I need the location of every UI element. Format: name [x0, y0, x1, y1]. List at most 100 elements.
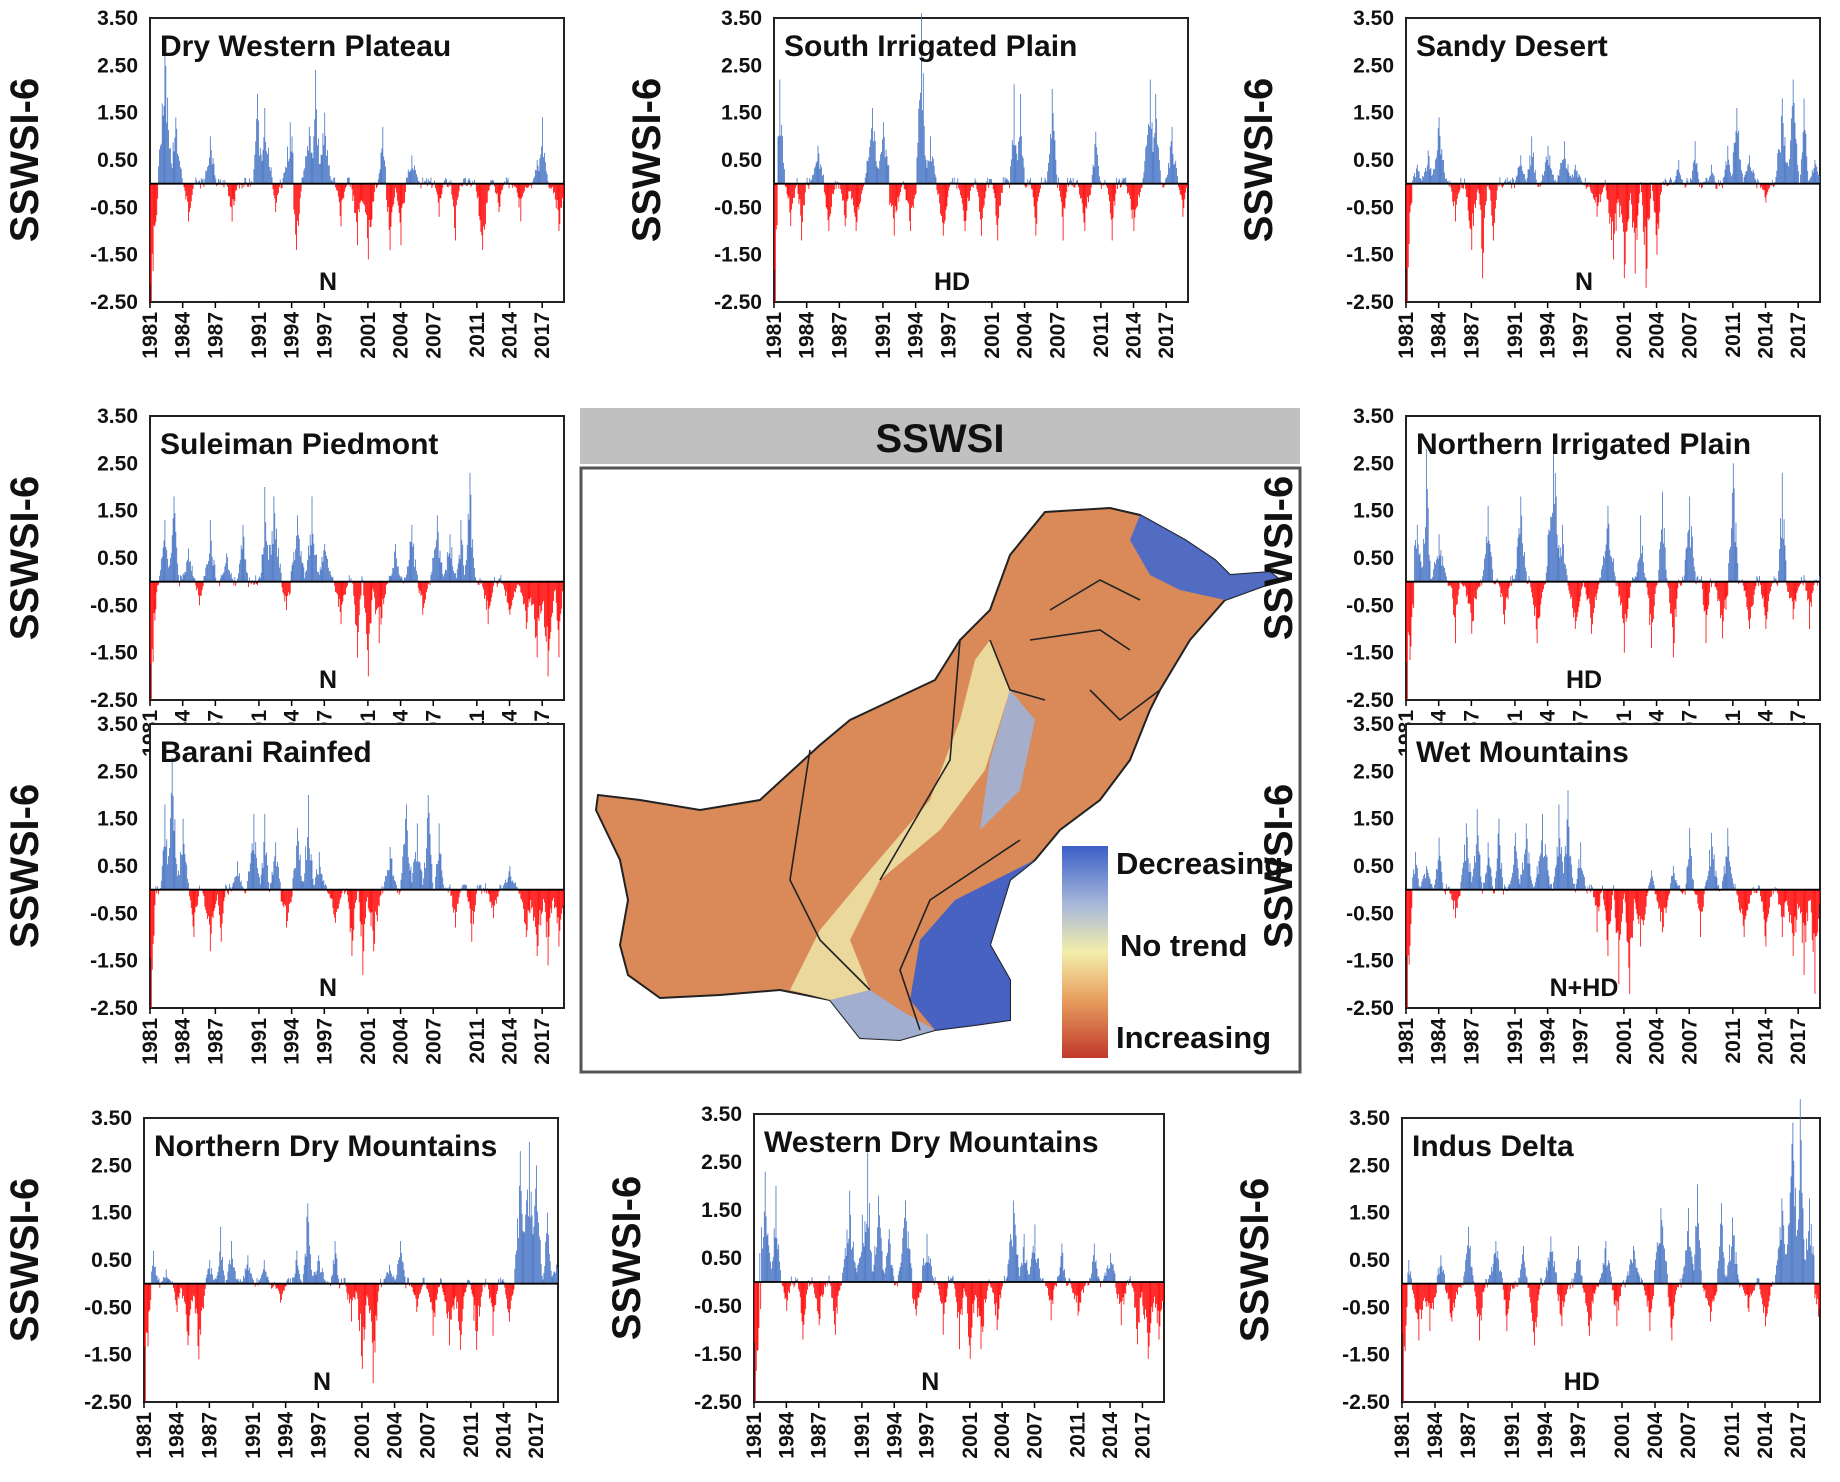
bar: [455, 889, 457, 913]
bar: [1052, 113, 1054, 184]
bar: [1522, 543, 1524, 582]
bar: [560, 183, 562, 208]
bar: [843, 183, 844, 201]
bar: [242, 524, 244, 582]
bar: [1046, 1282, 1048, 1286]
bar: [449, 1283, 451, 1320]
bar: [541, 146, 543, 184]
bar: [413, 170, 415, 184]
bar: [862, 183, 863, 191]
bar: [914, 1282, 915, 1300]
y-tick-label: 3.50: [91, 1107, 132, 1130]
bar: [1666, 183, 1668, 187]
bar: [1610, 555, 1612, 582]
bar: [802, 183, 803, 223]
bar: [1626, 889, 1628, 942]
bar: [1652, 581, 1654, 620]
bar: [1464, 844, 1465, 890]
bar: [1442, 159, 1444, 184]
y-tick-label: -1.50: [1346, 244, 1394, 267]
bar: [335, 889, 337, 923]
bar: [944, 1282, 946, 1303]
bar: [531, 183, 533, 189]
bar: [933, 1282, 935, 1285]
bar: [270, 554, 272, 582]
bar: [1434, 169, 1435, 184]
bar: [1133, 1282, 1135, 1292]
bar: [1756, 576, 1758, 582]
bar: [1439, 135, 1441, 184]
bar: [1650, 878, 1652, 890]
bar: [328, 889, 330, 894]
bar: [1670, 581, 1671, 614]
bar: [1617, 183, 1619, 200]
bar: [861, 1214, 863, 1282]
bar: [395, 183, 396, 189]
bar: [423, 581, 425, 608]
bar: [1410, 889, 1412, 925]
bar: [1126, 183, 1128, 187]
bar: [1094, 144, 1096, 184]
bar: [1473, 1281, 1475, 1284]
bar: [1578, 581, 1580, 607]
bar: [501, 1279, 503, 1284]
bar: [1769, 889, 1770, 908]
bar: [490, 581, 492, 602]
bar: [561, 889, 563, 914]
bar: [212, 1274, 213, 1284]
bar: [325, 1281, 327, 1284]
bar: [422, 177, 424, 184]
bar: [1487, 505, 1489, 582]
bar: [1790, 140, 1791, 184]
bar: [1497, 833, 1499, 890]
bar: [282, 581, 284, 593]
bar: [1015, 145, 1017, 184]
bar: [832, 183, 833, 194]
bar: [1169, 146, 1171, 184]
bar: [291, 1277, 293, 1284]
bar: [1066, 183, 1068, 193]
bar: [1800, 159, 1802, 184]
bar: [1444, 567, 1445, 582]
bar: [1780, 115, 1782, 184]
bar: [785, 183, 787, 188]
bar: [1457, 183, 1459, 195]
y-tick-label: 0.50: [1353, 547, 1394, 570]
bar: [374, 889, 376, 944]
bar: [1025, 1262, 1027, 1282]
bar: [508, 1283, 510, 1322]
bar: [891, 183, 892, 207]
bar: [892, 183, 893, 206]
bar: [1413, 176, 1415, 184]
bar: [508, 1283, 509, 1313]
bar: [1631, 889, 1632, 938]
bar: [1496, 1257, 1498, 1284]
bar: [1638, 559, 1640, 582]
bar: [554, 183, 556, 200]
bar: [1738, 130, 1740, 184]
bar: [1499, 1271, 1500, 1284]
bar: [1474, 183, 1475, 205]
bar: [147, 1283, 149, 1347]
bar: [1772, 889, 1774, 895]
y-tick-label: -2.50: [90, 997, 138, 1020]
bar: [848, 183, 850, 191]
bar: [1440, 154, 1442, 184]
bar: [198, 181, 199, 184]
bar: [1721, 581, 1722, 615]
bar: [814, 1282, 816, 1294]
x-tick-label: 2004: [991, 1412, 1014, 1459]
bar: [1553, 1266, 1555, 1284]
bar: [343, 1277, 345, 1284]
bar: [1494, 183, 1496, 209]
bar: [562, 889, 563, 909]
bar: [334, 889, 336, 918]
bar: [397, 1264, 399, 1284]
bar: [1648, 183, 1650, 221]
bar: [1450, 1283, 1452, 1318]
bar: [1031, 1252, 1033, 1282]
bar: [1420, 886, 1422, 890]
bar: [1592, 1283, 1594, 1304]
bar: [964, 183, 966, 231]
bar: [232, 883, 234, 890]
